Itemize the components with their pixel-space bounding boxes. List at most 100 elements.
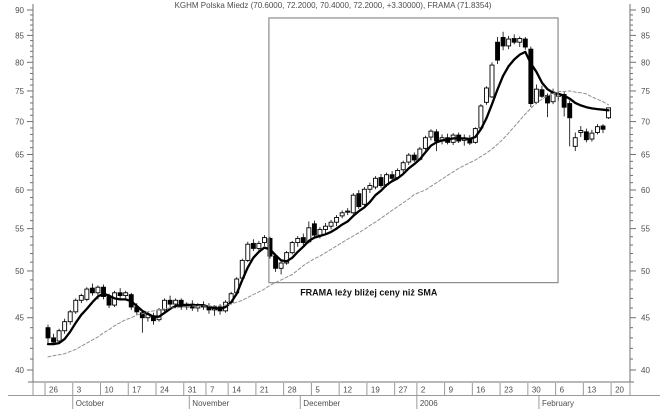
month-label: 2006 <box>420 399 438 408</box>
candle-body <box>495 41 500 61</box>
y-axis-label-right: 40 <box>641 366 650 375</box>
candle-body <box>489 64 495 98</box>
candle-body <box>250 242 256 249</box>
candle-body <box>95 286 101 294</box>
candle-body <box>123 292 129 297</box>
date-tick-label: 19 <box>371 386 380 395</box>
date-tick-label: 16 <box>476 386 485 395</box>
date-tick-label: 14 <box>232 386 241 395</box>
sma-line <box>47 90 609 358</box>
candle-body <box>561 94 567 108</box>
annotation-text: FRAMA leży bliżej ceny niż SMA <box>300 288 438 298</box>
candle-body <box>67 311 73 323</box>
candle-body <box>434 131 439 142</box>
y-axis-label-left: 50 <box>15 267 24 276</box>
candle-body <box>106 296 112 306</box>
candle-body <box>522 38 528 48</box>
candle-body <box>583 131 589 141</box>
candle-body <box>139 312 145 319</box>
candle-body <box>300 237 306 244</box>
candle-body <box>600 125 606 130</box>
date-tick-label: 20 <box>615 386 624 395</box>
date-tick-label: 10 <box>105 386 114 395</box>
candle-body <box>73 299 79 313</box>
candle-body <box>511 38 517 43</box>
date-tick-label: 27 <box>399 386 408 395</box>
y-axis-label-left: 80 <box>15 58 24 67</box>
candle-body <box>317 228 323 236</box>
candle-body <box>173 299 179 305</box>
y-axis-label-left: 75 <box>15 87 24 96</box>
date-tick-label: 26 <box>49 386 58 395</box>
candle-body <box>506 38 512 47</box>
candle-body <box>361 188 367 205</box>
y-axis-label-right: 50 <box>641 267 650 276</box>
date-tick-label: 9 <box>449 386 454 395</box>
highlight-box <box>268 17 559 284</box>
candle-body <box>334 217 340 223</box>
candle-body <box>78 295 84 301</box>
month-label: December <box>303 399 340 408</box>
y-axis-label-right: 45 <box>641 314 650 323</box>
candle-body <box>356 193 362 208</box>
candle-body <box>373 177 378 188</box>
y-axis-label-left: 60 <box>15 186 24 195</box>
y-axis-label-right: 85 <box>641 31 650 40</box>
candle-body <box>62 321 68 332</box>
candle-body <box>517 38 523 43</box>
date-tick-label: 24 <box>160 386 169 395</box>
candle-body <box>284 252 290 264</box>
date-tick-label: 30 <box>532 386 541 395</box>
candle-body <box>578 130 584 133</box>
candle-body <box>162 299 168 311</box>
date-tick-label: 2 <box>421 386 426 395</box>
candle-body <box>367 185 373 190</box>
date-tick-label: 31 <box>188 386 197 395</box>
y-axis-label-right: 80 <box>641 58 650 67</box>
candle-body <box>572 137 578 147</box>
candle-body <box>484 87 489 103</box>
candle-body <box>350 194 356 214</box>
candle-body <box>400 162 406 171</box>
candle-body <box>178 299 184 308</box>
candle-body <box>406 154 412 163</box>
candle-body <box>278 262 284 269</box>
candle-body <box>117 292 123 297</box>
candle-body <box>101 286 106 297</box>
candle-body <box>167 299 173 305</box>
candle-body <box>378 177 384 187</box>
y-axis-label-left: 45 <box>15 314 24 323</box>
date-tick-label: 13 <box>587 386 596 395</box>
candle-body <box>539 89 545 97</box>
candle-body <box>500 37 506 47</box>
date-tick-label: 12 <box>343 386 352 395</box>
candle-body <box>56 330 62 342</box>
candle-body <box>589 132 595 140</box>
month-label: November <box>192 399 229 408</box>
date-tick-label: 5 <box>315 386 320 395</box>
y-axis-label-right: 55 <box>641 225 650 234</box>
y-axis-label-right: 70 <box>641 118 650 127</box>
y-axis-label-left: 85 <box>15 31 24 40</box>
y-axis-label-left: 55 <box>15 225 24 234</box>
candle-body <box>45 327 51 339</box>
candle-body <box>411 154 417 161</box>
candle-body <box>262 237 267 244</box>
candle-body <box>595 126 600 133</box>
candle-body <box>311 223 317 236</box>
month-label: October <box>76 399 105 408</box>
candle-body <box>339 212 345 217</box>
date-tick-label: 21 <box>260 386 269 395</box>
date-tick-label: 6 <box>560 386 565 395</box>
y-axis-label-left: 90 <box>15 6 24 15</box>
y-axis-label-right: 75 <box>641 87 650 96</box>
candle-body <box>51 337 56 343</box>
candle-body <box>267 237 273 257</box>
y-axis-label-right: 90 <box>641 6 650 15</box>
candle-body <box>528 48 534 104</box>
y-axis-label-right: 60 <box>641 186 650 195</box>
candle-body <box>323 225 328 230</box>
y-axis-label-left: 70 <box>15 118 24 127</box>
candle-body <box>256 242 262 249</box>
candle-body <box>295 237 301 244</box>
